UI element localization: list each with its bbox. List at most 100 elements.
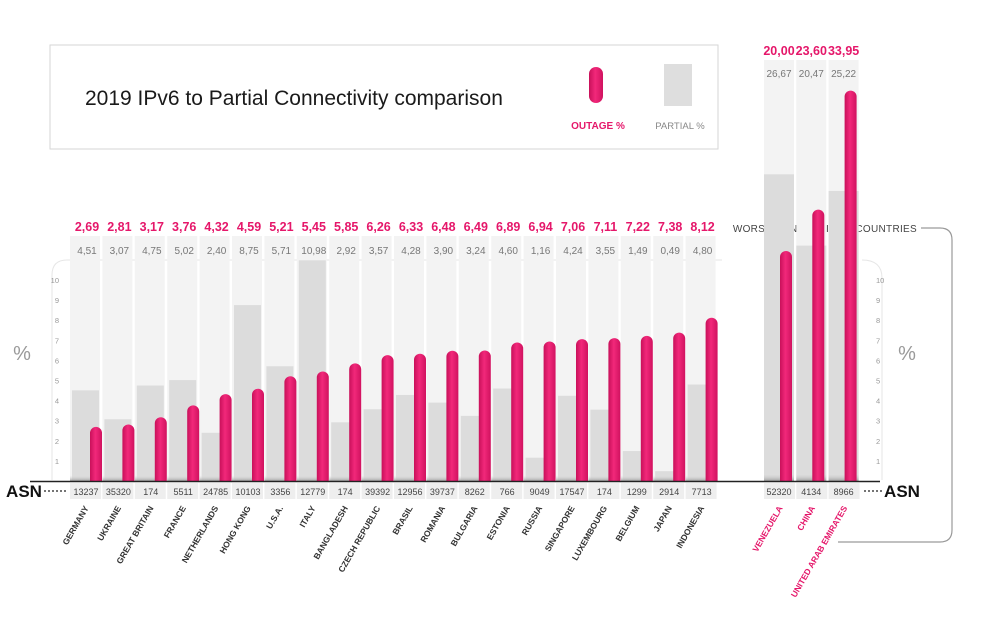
bar-base-shadow (70, 475, 100, 481)
partial-value-label: 26,67 (766, 69, 791, 80)
legend-partial-swatch (664, 64, 692, 106)
country-label: SINGAPORE (543, 504, 577, 553)
outage-value-label: 7,22 (626, 220, 650, 234)
outage-bar (349, 363, 362, 481)
asn-value: 7713 (692, 487, 712, 497)
worst-country-group: 23,60 20,47 4134 CHINA (795, 44, 828, 532)
asn-cell (70, 483, 101, 499)
asn-cell (828, 483, 860, 499)
country-group: 6,48 3,90 39737 ROMANIA (418, 220, 459, 544)
y-tick-label: 2 (876, 437, 880, 446)
legend-box (49, 44, 719, 150)
asn-value: 4134 (801, 487, 821, 497)
asn-value: 174 (143, 487, 158, 497)
country-group: 5,21 5,71 3356 U.S.A. (264, 220, 297, 531)
partial-value-label: 4,28 (401, 246, 421, 257)
bar-base-shadow (167, 475, 198, 481)
unit-label-right: % (898, 343, 916, 365)
partial-value-label: 1,49 (628, 246, 648, 257)
outage-value-label: 2,69 (75, 220, 99, 234)
outage-value-label: 3,17 (140, 220, 164, 234)
asn-cell (653, 483, 685, 499)
y-tick-label: 7 (876, 336, 880, 345)
outage-bar (446, 350, 459, 481)
chart-title: 2019 IPv6 to Partial Connectivity compar… (85, 87, 503, 110)
partial-value-label: 3,55 (596, 246, 616, 257)
asn-label-right: ASN (884, 482, 920, 501)
asn-value: 12779 (300, 487, 325, 497)
y-tick-label: 10 (51, 276, 59, 285)
partial-value-label: 4,75 (142, 246, 162, 257)
asn-value: 8966 (834, 487, 854, 497)
outage-value-label: 6,89 (496, 220, 520, 234)
country-label: INDONESIA (674, 504, 706, 550)
asn-value: 8262 (465, 487, 485, 497)
partial-value-label: 20,47 (799, 69, 824, 80)
country-group: 3,76 5,02 5511 FRANCE (162, 220, 200, 540)
outage-bar (219, 394, 232, 481)
asn-value: 17547 (559, 487, 584, 497)
y-tick-label: 7 (55, 336, 59, 345)
country-label: UNITED ARAB EMIRATES (789, 504, 850, 599)
partial-value-label: 4,24 (563, 246, 583, 257)
asn-value: 9049 (530, 487, 550, 497)
y-tick-label: 3 (876, 417, 880, 426)
bar-base-shadow (620, 475, 651, 481)
country-label: RUSSIA (520, 504, 545, 537)
y-tick-label: 1 (876, 457, 880, 466)
outage-bar (154, 417, 167, 481)
bar-base-shadow (102, 475, 133, 481)
country-label: LUXEMBOURG (570, 504, 610, 563)
asn-cell (394, 483, 425, 499)
country-group: 2,69 4,51 13237 GERMANY (60, 220, 102, 547)
partial-value-label: 2,92 (336, 246, 356, 257)
asn-cell (361, 483, 393, 499)
outage-bar (780, 251, 792, 481)
outage-value-label: 4,32 (204, 220, 228, 234)
outage-bar (252, 388, 264, 481)
outage-value-label: 4,59 (237, 220, 261, 234)
outage-bar (640, 335, 653, 481)
partial-value-label: 4,60 (498, 246, 518, 257)
y-ticks-left: 1 2 3 4 5 6 7 8 9 10 (51, 276, 59, 466)
country-group: 5,85 2,92 174 BANGLADESH (311, 220, 362, 561)
worst-country-group: 20,00 26,67 52320 VENEZUELA (750, 44, 795, 554)
asn-cell (491, 483, 523, 499)
partial-value-label: 3,57 (369, 246, 389, 257)
outage-bar (608, 338, 621, 481)
bar-base-shadow (588, 475, 619, 481)
asn-value: 39392 (365, 487, 390, 497)
country-label: BANGLADESH (311, 504, 350, 561)
outage-value-label: 7,38 (658, 220, 682, 234)
outage-bar (812, 209, 825, 481)
asn-cell (523, 483, 555, 499)
asn-cell (458, 483, 490, 499)
bar-base-shadow (329, 475, 360, 481)
asn-value: 39737 (430, 487, 455, 497)
worst-bars: 20,00 26,67 52320 VENEZUELA 23,60 20,47 4134 CH… (750, 44, 860, 599)
partial-value-label: 5,71 (272, 246, 292, 257)
asn-cell (620, 483, 652, 499)
outage-bar (478, 350, 491, 481)
outage-value-label: 23,60 (796, 44, 827, 58)
y-tick-label: 8 (55, 316, 59, 325)
country-group: 6,49 3,24 8262 BULGARIA (448, 220, 491, 548)
bar-base-shadow (828, 473, 859, 481)
outage-value-label: 6,48 (431, 220, 455, 234)
partial-value-label: 5,02 (174, 246, 194, 257)
asn-cell (199, 483, 231, 499)
outage-bar (543, 341, 556, 481)
asn-value: 24785 (203, 487, 228, 497)
bar-base-shadow (199, 475, 230, 481)
y-tick-label: 3 (55, 417, 59, 426)
y-tick-label: 4 (55, 397, 59, 406)
partial-value-label: 10,98 (301, 246, 326, 257)
bar-base-shadow (232, 475, 262, 481)
outage-value-label: 6,49 (464, 220, 488, 234)
bar-base-shadow (523, 475, 554, 481)
partial-value-label: 1,16 (531, 246, 551, 257)
outage-bar (381, 355, 394, 481)
y-tick-label: 6 (55, 356, 59, 365)
asn-cell (796, 483, 828, 499)
